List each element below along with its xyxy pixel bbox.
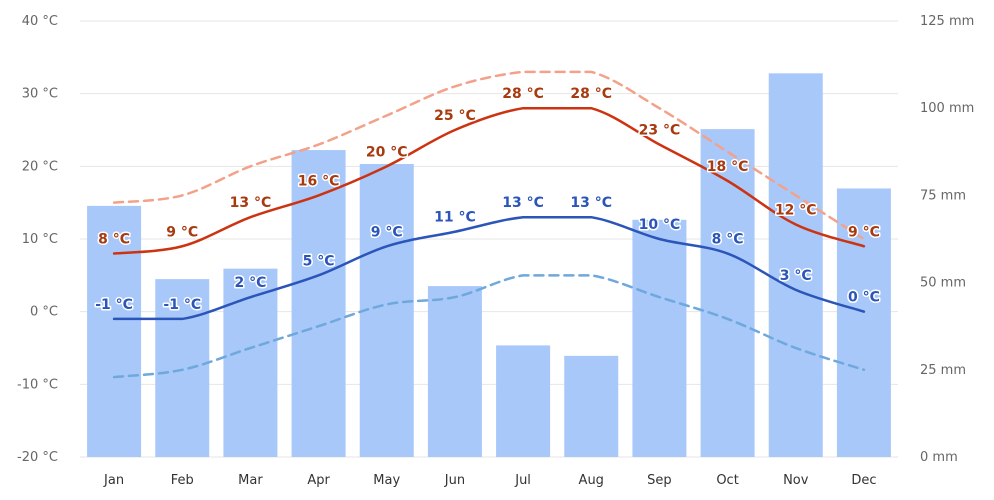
grid-lines (80, 20, 898, 458)
temperature-data-label: 28 °C (570, 86, 612, 102)
temperature-data-label: 5 °C (303, 253, 335, 269)
y-right-tick-label: 100 mm (920, 101, 974, 116)
y-right-tick-label: 50 mm (920, 276, 966, 291)
y-right-tick-label: 125 mm (920, 14, 974, 29)
temperature-data-label: 9 °C (371, 224, 403, 240)
temperature-data-label: -1 °C (95, 297, 133, 313)
temperature-data-label: 16 °C (298, 173, 340, 189)
temperature-data-label: 23 °C (639, 123, 681, 139)
x-category-label: Jan (103, 473, 124, 488)
precipitation-bar[interactable] (632, 219, 687, 457)
temperature-data-label: 10 °C (639, 217, 681, 233)
temperature-data-label: 25 °C (434, 108, 476, 124)
x-category-label: Aug (579, 473, 604, 488)
y-left-tick-label: -20 °C (17, 450, 58, 465)
temperature-line (112, 215, 866, 321)
precipitation-bar[interactable] (836, 188, 891, 457)
precipitation-bar[interactable] (768, 73, 823, 457)
y-left-tick-label: 30 °C (22, 87, 58, 102)
x-category-label: Sep (647, 473, 672, 488)
temperature-data-label: 13 °C (502, 195, 544, 211)
temperature-data-label: 13 °C (570, 195, 612, 211)
y-right-tick-label: 25 mm (920, 363, 966, 378)
data-labels: 8 °C 9 °C 13 °C 16 °C 20 °C 25 °C 28 °C 28 °C 23… (94, 85, 882, 315)
precipitation-bar[interactable] (564, 355, 619, 457)
precipitation-bar[interactable] (87, 205, 142, 457)
y-right-tick-label: 75 mm (920, 188, 966, 203)
precipitation-bar[interactable] (359, 164, 414, 457)
temperature-data-label: 8 °C (712, 232, 744, 248)
x-category-label: Dec (851, 473, 876, 488)
temperature-data-label: 3 °C (780, 268, 812, 284)
temperature-data-label: 8 °C (98, 232, 130, 248)
temperature-data-label: 2 °C (234, 275, 266, 291)
x-category-label: Oct (716, 473, 738, 488)
dashed-temperature-line (112, 70, 866, 241)
temperature-data-label: -1 °C (163, 297, 201, 313)
temperature-data-label: 28 °C (502, 86, 544, 102)
y-left-tick-label: -10 °C (17, 377, 58, 392)
y-right-tick-label: 0 mm (920, 450, 958, 465)
x-category-label: Mar (238, 473, 263, 488)
y-left-tick-label: 40 °C (22, 14, 58, 29)
precipitation-bar[interactable] (496, 345, 551, 457)
temperature-data-label: 11 °C (434, 210, 476, 226)
temperature-data-label: 9 °C (166, 224, 198, 240)
temperature-data-label: 20 °C (366, 144, 408, 160)
temperature-data-label: 18 °C (707, 159, 749, 175)
temperature-data-label: 12 °C (775, 202, 817, 218)
temperature-data-label: 0 °C (848, 290, 880, 306)
x-category-label: Feb (171, 473, 194, 488)
x-category-label: Jul (514, 473, 531, 488)
y-left-tick-label: 20 °C (22, 159, 58, 174)
x-category-label: May (373, 473, 400, 488)
precipitation-bars (87, 73, 891, 458)
axis-labels: 40 °C 30 °C 20 °C 10 °C 0 °C -10 °C -20 °C 125 … (17, 14, 974, 488)
x-category-label: Nov (783, 473, 809, 488)
precipitation-bar[interactable] (155, 279, 210, 457)
temperature-lines (112, 70, 866, 379)
precipitation-bar[interactable] (223, 268, 278, 457)
y-left-tick-label: 0 °C (30, 305, 58, 320)
temperature-data-label: 13 °C (230, 195, 272, 211)
x-category-label: Jun (444, 473, 465, 488)
y-left-tick-label: 10 °C (22, 232, 58, 247)
precipitation-bar[interactable] (700, 129, 755, 458)
temperature-line (112, 106, 866, 255)
precipitation-bar[interactable] (427, 286, 482, 457)
temperature-data-label: 9 °C (848, 224, 880, 240)
x-category-label: Apr (307, 473, 330, 488)
